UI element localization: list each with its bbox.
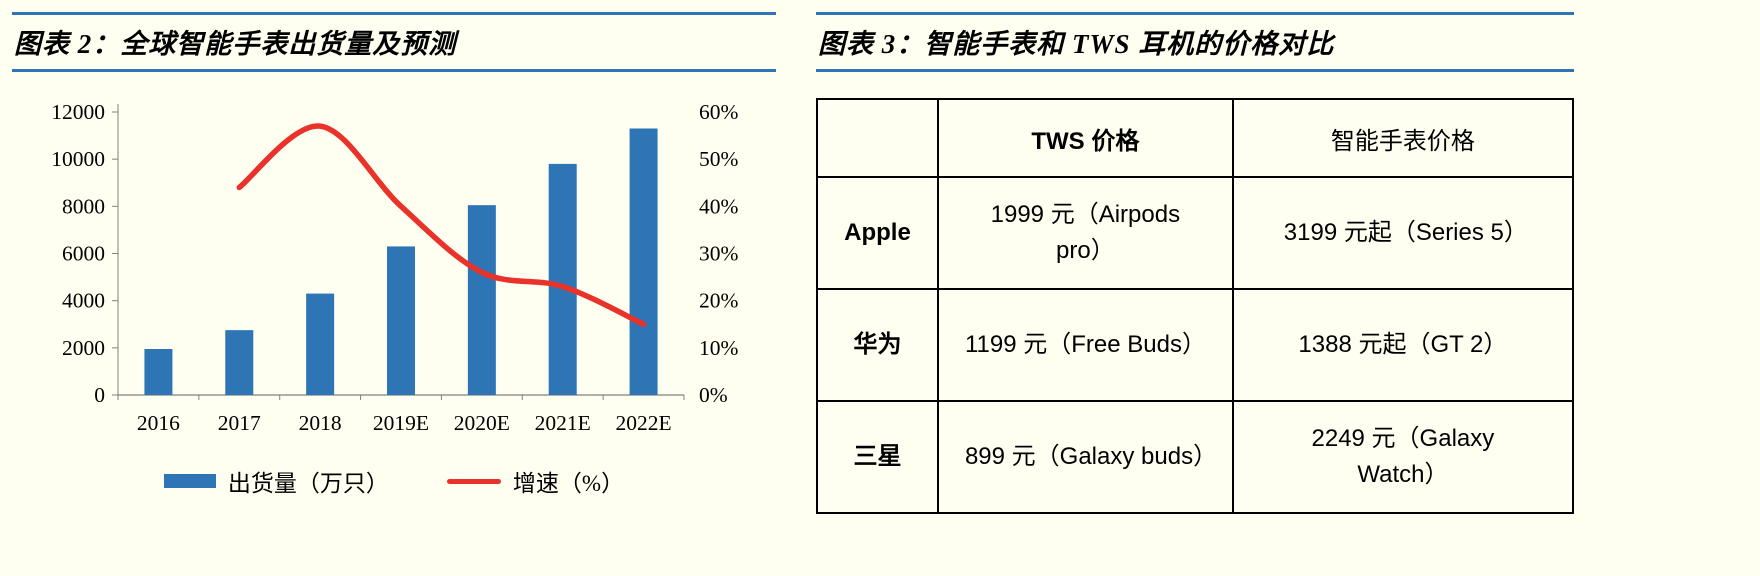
table-header-watch-price: 智能手表价格 [1231, 98, 1575, 178]
table-header-tws-price: TWS 价格 [936, 98, 1234, 178]
legend-label-shipments: 出货量（万只） [227, 471, 389, 496]
figure2-title: 图表 2：全球智能手表出货量及预测 [12, 12, 776, 72]
legend-item-growth: 增速（%） [446, 464, 625, 498]
svg-text:2000: 2000 [62, 336, 105, 360]
figure3-panel: 图表 3：智能手表和 TWS 耳机的价格对比 TWS 价格 智能手表价格 App… [816, 12, 1575, 514]
svg-text:2022E: 2022E [616, 411, 672, 435]
svg-text:40%: 40% [699, 194, 739, 218]
svg-text:6000: 6000 [62, 242, 105, 266]
chart-legend: 出货量（万只） 增速（%） [12, 464, 776, 498]
svg-text:2016: 2016 [137, 411, 180, 435]
brand-cell: Apple [816, 176, 939, 290]
report-figures-page: 图表 2：全球智能手表出货量及预测 0 2000 4000 6000 8000 10000… [12, 12, 1575, 514]
svg-text:2017: 2017 [218, 411, 261, 435]
table-header-row: TWS 价格 智能手表价格 [816, 98, 1575, 178]
watch-price-cell: 3199 元起（Series 5） [1231, 176, 1575, 290]
brand-cell: 华为 [816, 288, 939, 402]
tws-price-cell: 1199 元（Free Buds） [936, 288, 1234, 402]
table-corner-cell [816, 98, 939, 178]
line-series-swatch [446, 478, 501, 484]
tws-price-cell: 1999 元（Airpods pro） [936, 176, 1234, 290]
legend-item-shipments: 出货量（万只） [163, 464, 389, 498]
table-row-samsung: 三星 899 元（Galaxy buds） 2249 元（Galaxy Watc… [816, 400, 1575, 514]
svg-text:2020E: 2020E [454, 411, 510, 435]
table-row-huawei: 华为 1199 元（Free Buds） 1388 元起（GT 2） [816, 288, 1575, 402]
svg-text:0%: 0% [699, 383, 728, 407]
svg-text:0: 0 [94, 383, 105, 407]
price-comparison-table: TWS 价格 智能手表价格 Apple 1999 元（Airpods pro） … [816, 98, 1575, 514]
table-row-apple: Apple 1999 元（Airpods pro） 3199 元起（Series… [816, 176, 1575, 290]
svg-text:4000: 4000 [62, 289, 105, 313]
svg-text:2021E: 2021E [535, 411, 591, 435]
watch-price-cell: 1388 元起（GT 2） [1231, 288, 1575, 402]
svg-text:20%: 20% [699, 289, 739, 313]
shipments-chart-svg: 0 2000 4000 6000 8000 10000 12000 0% 10% 20% 30% 40… [51, 100, 739, 435]
legend-label-growth: 增速（%） [512, 471, 625, 496]
svg-text:50%: 50% [699, 147, 739, 171]
svg-text:10%: 10% [699, 336, 739, 360]
figure3-title: 图表 3：智能手表和 TWS 耳机的价格对比 [816, 12, 1574, 72]
svg-text:2019E: 2019E [373, 411, 429, 435]
svg-text:30%: 30% [699, 242, 739, 266]
svg-text:10000: 10000 [51, 147, 105, 171]
tws-price-cell: 899 元（Galaxy buds） [936, 400, 1234, 514]
bar-series-swatch [163, 474, 216, 488]
svg-text:60%: 60% [699, 100, 739, 124]
watch-price-cell: 2249 元（Galaxy Watch） [1231, 400, 1575, 514]
brand-cell: 三星 [816, 400, 939, 514]
svg-text:2018: 2018 [299, 411, 342, 435]
svg-text:8000: 8000 [62, 194, 105, 218]
svg-text:12000: 12000 [51, 100, 105, 124]
figure2-panel: 图表 2：全球智能手表出货量及预测 0 2000 4000 6000 8000 10000… [12, 12, 776, 514]
